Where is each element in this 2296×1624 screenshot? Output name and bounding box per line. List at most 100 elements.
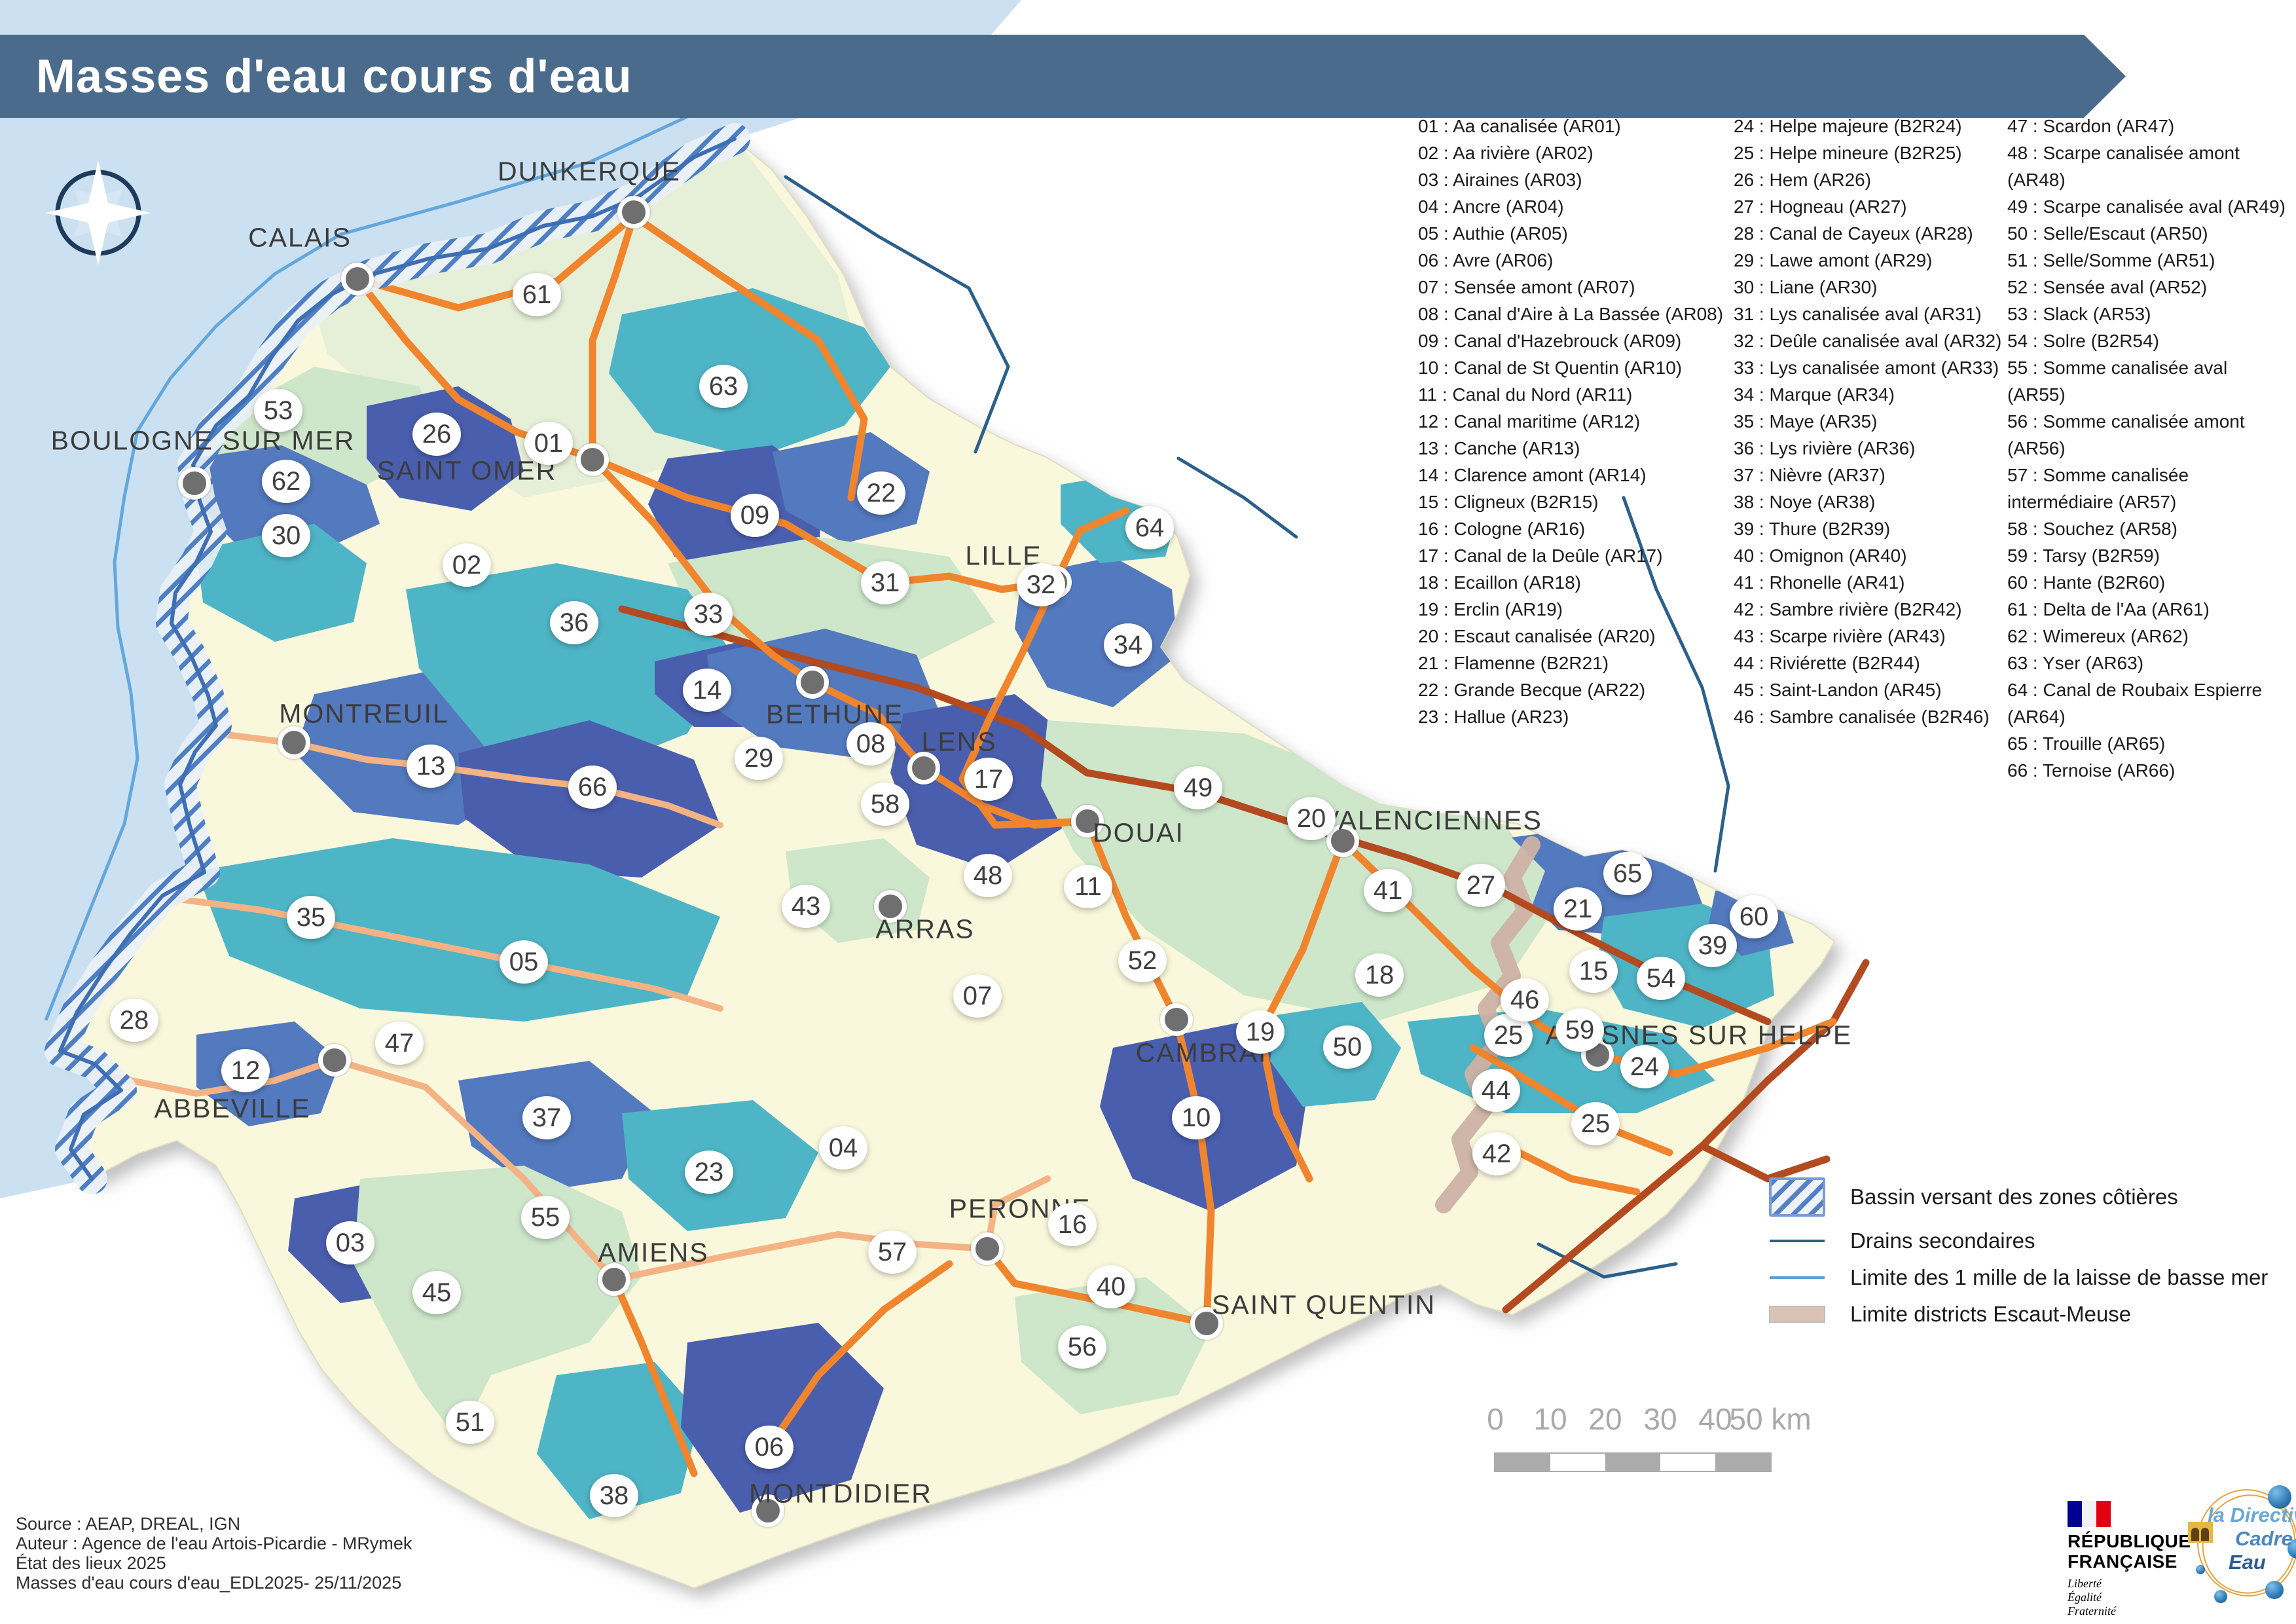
water-body-item: 48 : Scarpe canalisée amont (AR48) — [2007, 143, 2240, 190]
city-label: SAINT QUENTIN — [1212, 1289, 1436, 1320]
source-line: Source : AEAP, DREAL, IGN — [16, 1514, 241, 1534]
directive-cadre-eau-logo: la Directive Cadre Eau — [2188, 1481, 2296, 1612]
coastline — [58, 137, 737, 1181]
watershed-number-badge: 65 — [1603, 852, 1652, 895]
watershed-number-badge: 14 — [683, 669, 731, 712]
city-dot — [796, 666, 829, 699]
watershed-number-badge: 30 — [262, 514, 310, 557]
water-body-item: 12 : Canal maritime (AR12) — [1418, 411, 1641, 432]
water-body-item: 65 : Trouille (AR65) — [2007, 733, 2166, 754]
city-label: SAINT OMER — [376, 455, 557, 486]
dce-figures-icon — [2188, 1522, 2213, 1543]
water-body-item: 27 : Hogneau (AR27) — [1734, 196, 1907, 217]
city-dot — [971, 1232, 1004, 1265]
rf-name-line2: FRANÇAISE — [2068, 1551, 2178, 1572]
watershed-number-badge: 36 — [550, 601, 598, 644]
source-line: État des lieux 2025 — [16, 1553, 166, 1573]
watershed-number-badge: 48 — [964, 854, 1012, 897]
dce-text-line1: la Directive — [2208, 1504, 2296, 1526]
water-body-item: 30 : Liane (AR30) — [1734, 277, 1878, 297]
watershed-number-badge: 52 — [1118, 939, 1167, 982]
sw-hatch-icon — [1769, 1177, 1825, 1217]
water-body-item: 08 : Canal d'Aire à La Bassée (AR08) — [1418, 304, 1724, 324]
water-body-item: 21 : Flamenne (B2R21) — [1418, 653, 1609, 673]
watershed-number-badge: 45 — [412, 1271, 461, 1314]
water-body-item: 40 : Omignon (AR40) — [1734, 545, 1907, 566]
map-legend-label: Drains secondaires — [1850, 1228, 2035, 1253]
water-body-item: 03 : Airaines (AR03) — [1418, 170, 1582, 190]
scale-tick-label: 10 — [1533, 1402, 1567, 1436]
city-dot — [278, 726, 310, 759]
watershed-number-badge: 64 — [1125, 506, 1174, 549]
water-body-item: 28 : Canal de Cayeux (AR28) — [1734, 223, 1973, 244]
scale-bar: 0 10 20 30 40 50 km — [1487, 1401, 1812, 1480]
water-body-item: 20 : Escaut canalisée (AR20) — [1418, 626, 1656, 646]
watershed-number-badge: 66 — [568, 766, 617, 809]
water-body-item: 09 : Canal d'Hazebrouck (AR09) — [1418, 331, 1682, 351]
watershed-number-badge: 38 — [590, 1474, 638, 1517]
map-legend-label: Limite des 1 mille de la laisse de basse… — [1850, 1265, 2269, 1289]
scale-tick-label: 40 — [1698, 1402, 1732, 1436]
water-body-item: 57 : Somme canalisée intermédiaire (AR57… — [2007, 465, 2189, 512]
watershed-number-badge: 33 — [684, 593, 733, 636]
watershed-number-badge: 21 — [1554, 887, 1602, 931]
water-body-item: 49 : Scarpe canalisée aval (AR49) — [2007, 196, 2286, 217]
water-drop-icon — [2214, 1590, 2227, 1603]
water-body-legend-column-3: 47 : Scardon (AR47) 48 : Scarpe canalisée… — [2007, 113, 2289, 784]
water-body-item: 04 : Ancre (AR04) — [1418, 196, 1564, 217]
watershed-number-badge: 01 — [524, 422, 573, 465]
watershed-number-badge: 49 — [1174, 766, 1222, 809]
watershed-number-badge: 06 — [745, 1426, 793, 1469]
watershed-number-badge: 56 — [1058, 1325, 1106, 1369]
watershed-number-badge: 29 — [735, 737, 783, 780]
watershed-number-badge: 26 — [412, 413, 461, 456]
watershed-number-badge: 03 — [326, 1221, 374, 1264]
map-legend-label: Bassin versant des zones côtières — [1850, 1185, 2178, 1209]
watershed-number-badge: 41 — [1364, 869, 1412, 912]
city-label: ABBEVILLE — [154, 1093, 311, 1124]
water-body-item: 53 : Slack (AR53) — [2007, 304, 2151, 324]
water-body-item: 45 : Saint-Landon (AR45) — [1734, 680, 1942, 700]
rf-motto-line: Égalité — [2068, 1591, 2102, 1604]
watershed-number-badge: 20 — [1287, 797, 1336, 840]
water-drop-icon — [2265, 1581, 2284, 1599]
scale-segment — [1605, 1454, 1660, 1471]
water-drop-icon — [2287, 1539, 2296, 1559]
watershed-number-badge: 18 — [1355, 953, 1404, 997]
city-label: AMIENS — [598, 1237, 709, 1268]
watershed-number-badge: 54 — [1637, 957, 1685, 1000]
water-body-item: 16 : Cologne (AR16) — [1418, 519, 1586, 539]
city-dot — [576, 443, 609, 476]
watershed-number-badge: 16 — [1048, 1203, 1097, 1246]
water-drop-icon — [2268, 1485, 2291, 1509]
watershed-number-badge: 39 — [1688, 924, 1737, 967]
city-label: BOULOGNE SUR MER — [50, 425, 355, 456]
watershed-number-badge: 22 — [857, 471, 905, 515]
city-dot — [1190, 1307, 1223, 1340]
watershed-number-badge: 11 — [1064, 865, 1112, 908]
water-body-item: 55 : Somme canalisée aval (AR55) — [2007, 358, 2228, 405]
water-body-item: 42 : Sambre rivière (B2R42) — [1734, 599, 1962, 619]
water-body-item: 38 : Noye (AR38) — [1734, 492, 1876, 512]
map-legend-row: Bassin versant des zones côtières — [1769, 1177, 2268, 1217]
water-body-item: 24 : Helpe majeure (B2R24) — [1734, 116, 1962, 136]
water-body-item: 23 : Hallue (AR23) — [1418, 707, 1569, 727]
scale-segment — [1495, 1454, 1550, 1471]
water-body-item: 18 : Ecaillon (AR18) — [1418, 572, 1582, 593]
watershed-number-badge: 28 — [110, 999, 158, 1042]
water-body-item: 63 : Yser (AR63) — [2007, 653, 2144, 673]
city-dot — [907, 752, 940, 784]
watershed-number-badge: 44 — [1472, 1069, 1520, 1112]
water-body-item: 15 : Cligneux (B2R15) — [1418, 492, 1599, 512]
watershed-number-badge: 31 — [861, 561, 909, 604]
dce-text-line2: Cadre — [2235, 1527, 2293, 1550]
french-flag-icon — [2068, 1501, 2111, 1527]
watershed-number-badge: 10 — [1172, 1096, 1220, 1139]
water-body-item: 59 : Tarsy (B2R59) — [2007, 545, 2160, 566]
city-label: LENS — [921, 726, 997, 757]
source-line: Masses d'eau cours d'eau_EDL2025- 25/11/… — [16, 1573, 402, 1593]
scale-tick-label: 20 — [1588, 1402, 1622, 1436]
city-dot — [341, 263, 374, 295]
